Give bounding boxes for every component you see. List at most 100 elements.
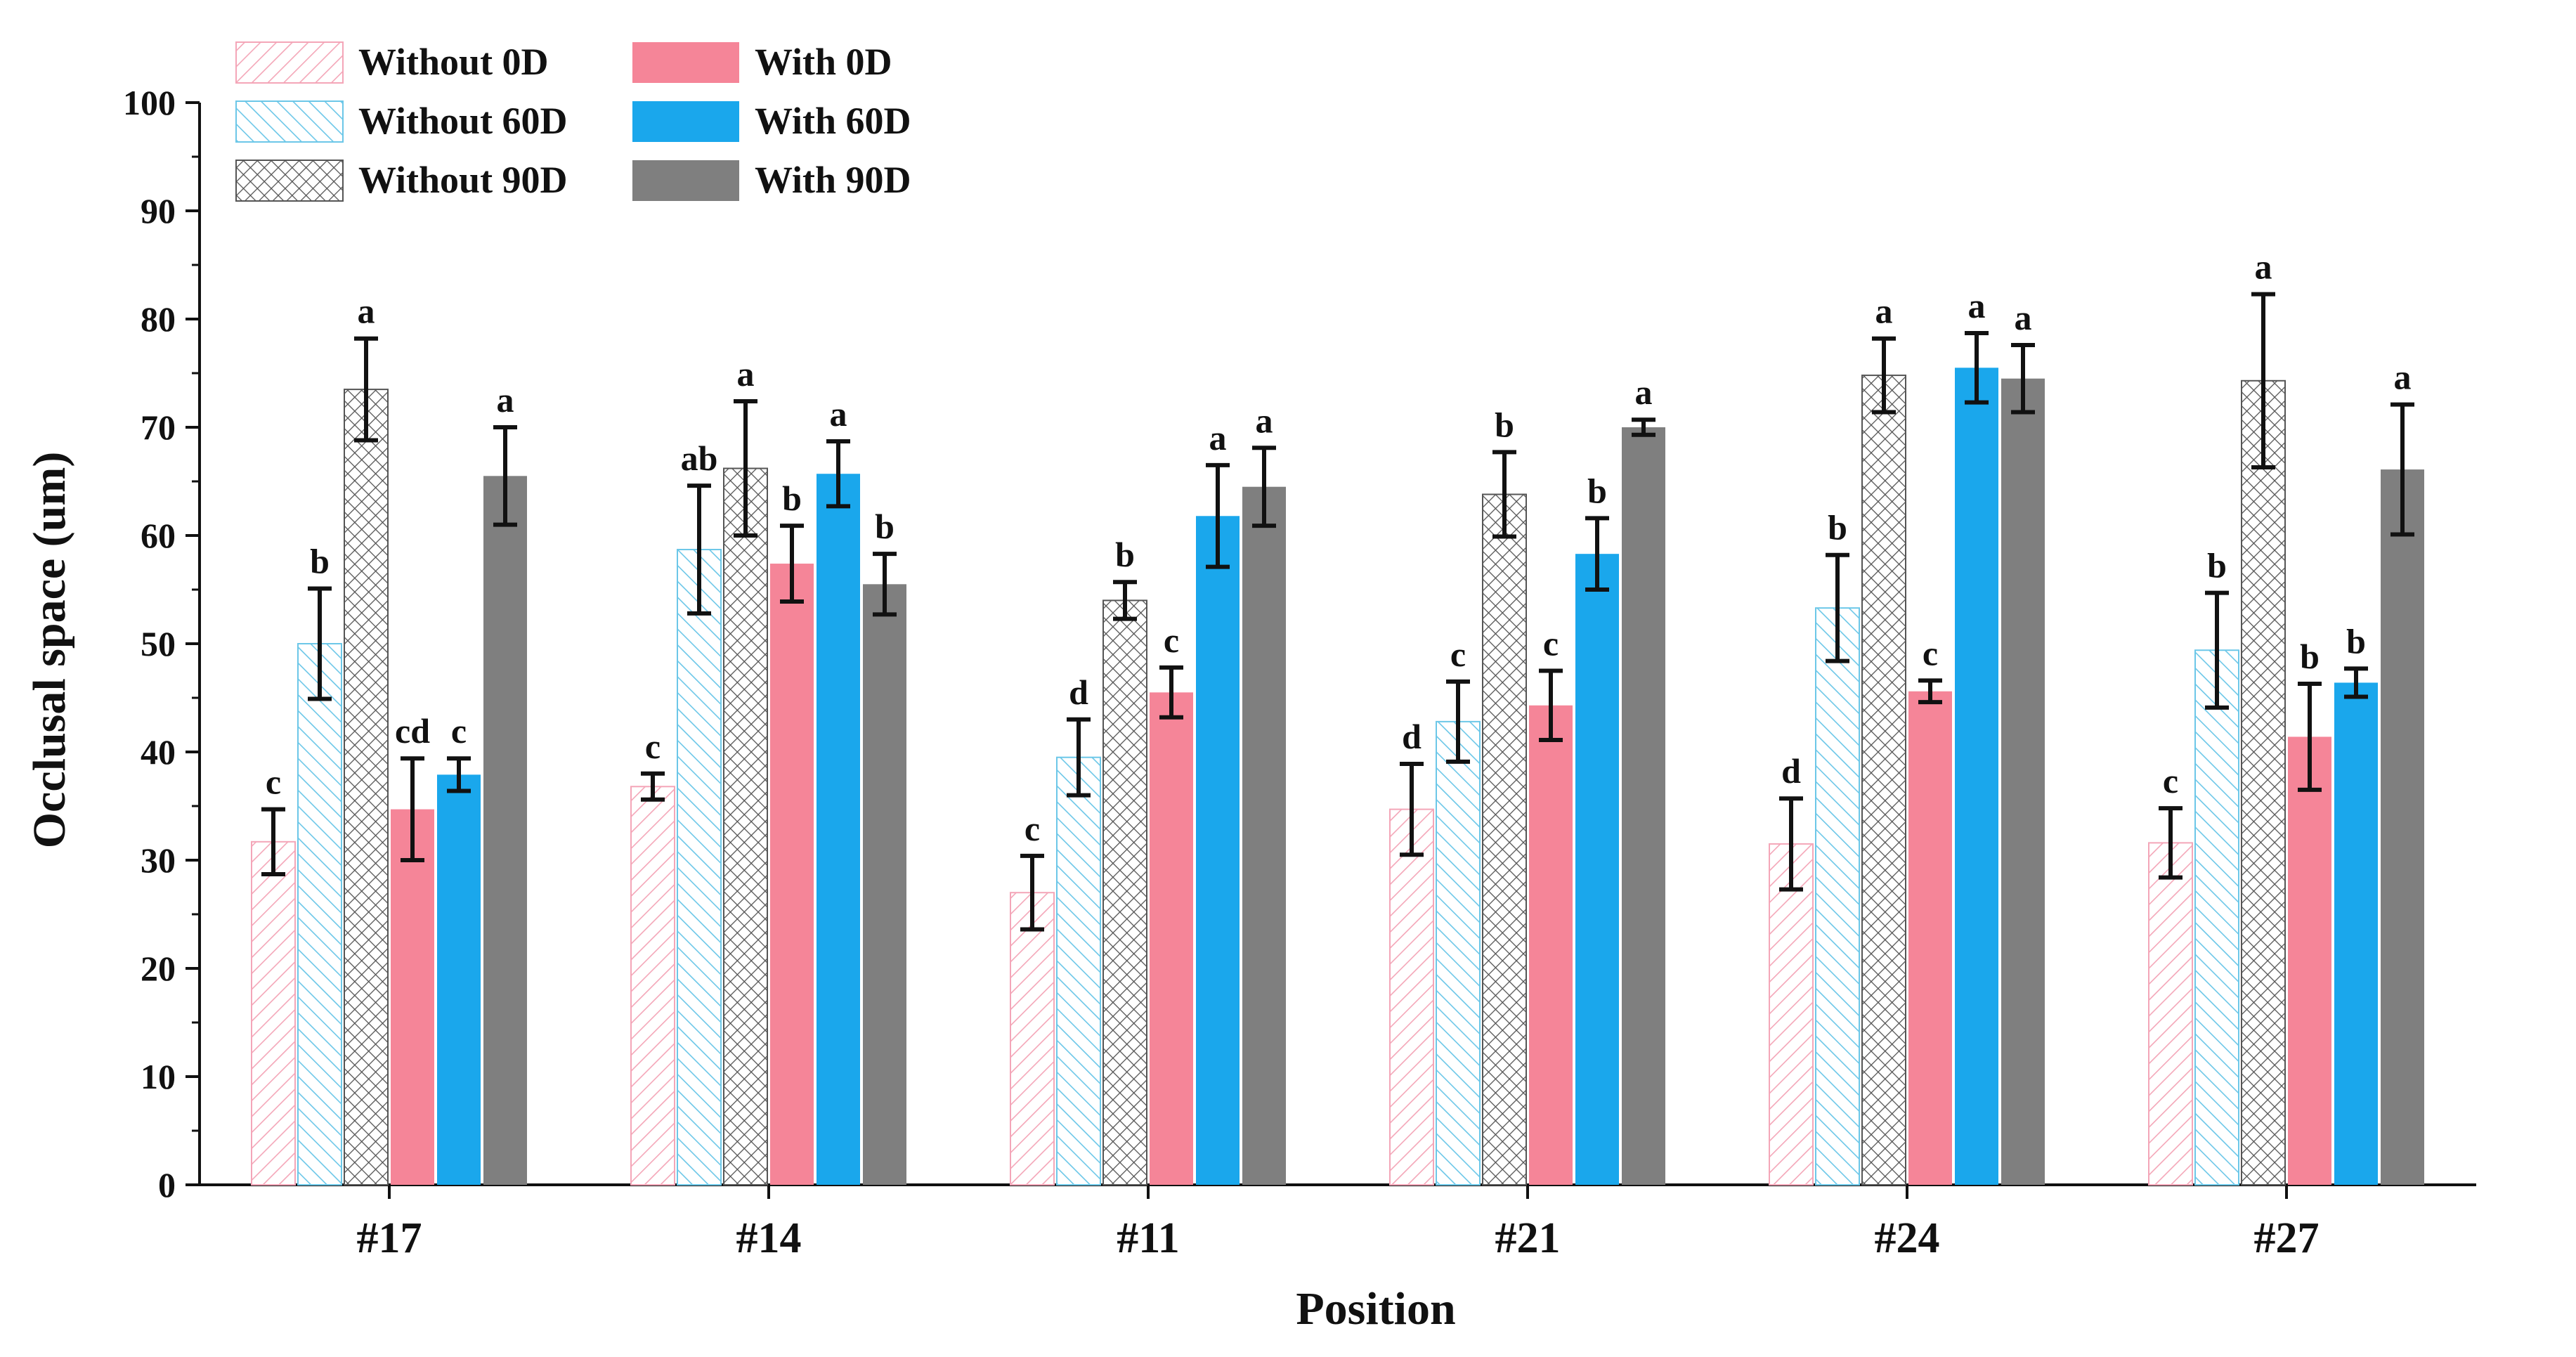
bar — [1815, 607, 1860, 1186]
y-tick-label: 30 — [141, 840, 176, 880]
significance-letter: a — [737, 354, 755, 394]
significance-letter: b — [782, 479, 802, 518]
significance-letter: b — [1587, 471, 1607, 510]
significance-letter: b — [875, 507, 895, 546]
significance-letter: c — [1450, 635, 1466, 674]
significance-letter: a — [358, 292, 375, 331]
significance-letter: b — [2207, 546, 2227, 585]
bar — [1482, 493, 1527, 1186]
axes-group: 0 10 20 30 40 50 60 70 80 90 100 #17 #14 #11 #21 #24 #27 — [123, 83, 2476, 1262]
x-tick-label: #11 — [1117, 1214, 1180, 1262]
significance-letter: c — [2163, 761, 2178, 800]
legend-swatch — [235, 160, 344, 202]
bar — [1196, 516, 1240, 1185]
significance-letter: a — [2394, 358, 2412, 397]
bar — [677, 549, 722, 1186]
significance-letter: c — [1923, 633, 1938, 673]
significance-letter: b — [1828, 508, 1847, 547]
significance-letter: ab — [681, 439, 718, 478]
bar — [1436, 720, 1481, 1186]
legend-swatch — [632, 101, 739, 142]
bar — [770, 564, 814, 1185]
significance-letter: c — [451, 711, 467, 751]
y-axis-title: Occlusal space (um) — [24, 452, 75, 849]
bar — [1955, 368, 1998, 1185]
y-tick-label: 0 — [158, 1165, 176, 1205]
x-tick-label: #27 — [2254, 1214, 2320, 1262]
significance-letter: c — [266, 762, 281, 802]
legend-swatch — [632, 160, 739, 201]
significance-letter: d — [1069, 673, 1088, 712]
bar — [2148, 842, 2193, 1186]
legend-label: Without 90D — [358, 159, 568, 201]
significance-letter: b — [1495, 405, 1514, 444]
x-tick-label: #14 — [736, 1214, 802, 1262]
significance-letter: a — [2255, 247, 2272, 287]
significance-letter: c — [1024, 809, 1040, 848]
bar — [391, 809, 434, 1185]
significance-letter: d — [1402, 717, 1422, 756]
legend-swatch — [632, 42, 739, 83]
y-tick-label: 70 — [141, 408, 176, 447]
significance-letter: a — [1635, 372, 1653, 412]
x-tick-label: #17 — [357, 1214, 422, 1262]
significance-letter: c — [1543, 624, 1559, 663]
bar — [630, 786, 675, 1186]
bar — [723, 467, 768, 1186]
bar — [1389, 808, 1434, 1186]
bar — [1102, 599, 1147, 1186]
y-tick-label: 50 — [141, 624, 176, 663]
significance-letter: b — [1115, 535, 1135, 574]
bar — [1575, 554, 1619, 1185]
y-tick-label: 100 — [123, 83, 176, 122]
bar — [344, 389, 389, 1186]
bar — [297, 643, 342, 1186]
legend-label: With 0D — [755, 41, 892, 83]
bar — [437, 774, 481, 1185]
bar — [251, 840, 296, 1186]
bar — [1908, 691, 1952, 1185]
bar — [483, 476, 527, 1185]
legend-label: Without 0D — [358, 41, 549, 83]
legend-swatch — [235, 100, 344, 143]
bar — [1056, 756, 1101, 1186]
significance-letter: b — [2346, 621, 2366, 661]
significance-letter: a — [2015, 298, 2032, 337]
significance-letter: a — [1875, 292, 1893, 331]
bar — [2334, 682, 2378, 1185]
significance-letter: cd — [395, 711, 430, 751]
significance-letter: a — [830, 394, 847, 434]
bar — [1010, 892, 1055, 1186]
legend-label: With 90D — [755, 159, 911, 201]
bar — [1622, 427, 1665, 1185]
x-tick-label: #21 — [1495, 1214, 1561, 1262]
x-tick-label: #24 — [1875, 1214, 1940, 1262]
bar — [1529, 705, 1573, 1185]
x-axis-title: Position — [1296, 1283, 1455, 1335]
legend: Without 0D Without 60D Without 90D With 0D W… — [235, 41, 911, 202]
significance-letter: a — [1209, 418, 1227, 457]
y-tick-label: 90 — [141, 191, 176, 231]
y-tick-label: 40 — [141, 732, 176, 772]
legend-label: With 60D — [755, 100, 911, 142]
bar — [817, 474, 860, 1185]
bar — [1861, 375, 1906, 1186]
bar — [1769, 843, 1814, 1186]
bar — [2381, 469, 2424, 1185]
significance-letter: d — [1781, 751, 1801, 791]
bar — [2001, 378, 2045, 1186]
bar — [1150, 692, 1193, 1185]
legend-label: Without 60D — [358, 100, 568, 142]
y-tick-label: 80 — [141, 299, 176, 339]
bar — [863, 584, 906, 1185]
bar — [2288, 736, 2331, 1185]
bar — [2194, 649, 2239, 1186]
significance-letter: c — [1164, 621, 1179, 660]
bar — [2241, 379, 2286, 1186]
legend-swatch — [235, 41, 344, 84]
significance-letter: b — [310, 541, 330, 580]
y-tick-label: 60 — [141, 516, 176, 555]
